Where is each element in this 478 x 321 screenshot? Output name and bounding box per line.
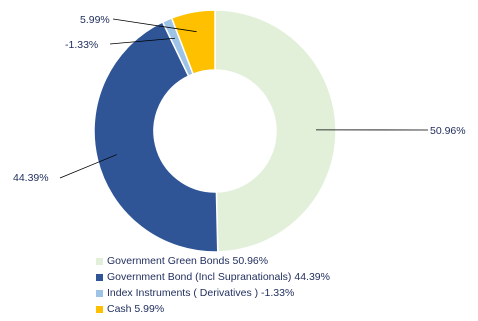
legend-label-cash: Cash 5.99%	[107, 303, 165, 315]
leader-line-government-bond	[59, 154, 117, 179]
legend-item-government-bond: Government Bond (Incl Supranationals) 44…	[96, 269, 330, 285]
slice-green-bonds	[214, 9, 337, 253]
legend-label-government-bond: Government Bond (Incl Supranationals) 44…	[107, 271, 330, 283]
data-label-index-instruments: -1.33%	[65, 39, 98, 51]
donut-slices	[93, 9, 337, 253]
data-label-green-bonds: 50.96%	[430, 125, 466, 137]
data-label-cash: 5.99%	[80, 14, 110, 26]
legend-label-green-bonds: Government Green Bonds 50.96%	[107, 255, 269, 267]
legend: Government Green Bonds 50.96% Government…	[96, 253, 330, 317]
slice-cash	[170, 9, 216, 76]
legend-item-green-bonds: Government Green Bonds 50.96%	[96, 253, 330, 269]
data-label-government-bond: 44.39%	[13, 172, 49, 184]
leader-line-index-instruments	[109, 37, 176, 45]
legend-swatch-index-instruments	[96, 289, 103, 297]
leader-lines	[59, 18, 429, 179]
legend-label-index-instruments: Index Instruments ( Derivatives ) -1.33%	[107, 287, 295, 299]
slice-government-bond	[93, 20, 219, 253]
legend-swatch-cash	[96, 305, 103, 313]
legend-item-index-instruments: Index Instruments ( Derivatives ) -1.33%	[96, 285, 330, 301]
legend-swatch-government-bond	[96, 273, 103, 281]
leader-line-cash	[112, 18, 197, 33]
legend-swatch-green-bonds	[96, 257, 103, 265]
legend-item-cash: Cash 5.99%	[96, 301, 330, 317]
